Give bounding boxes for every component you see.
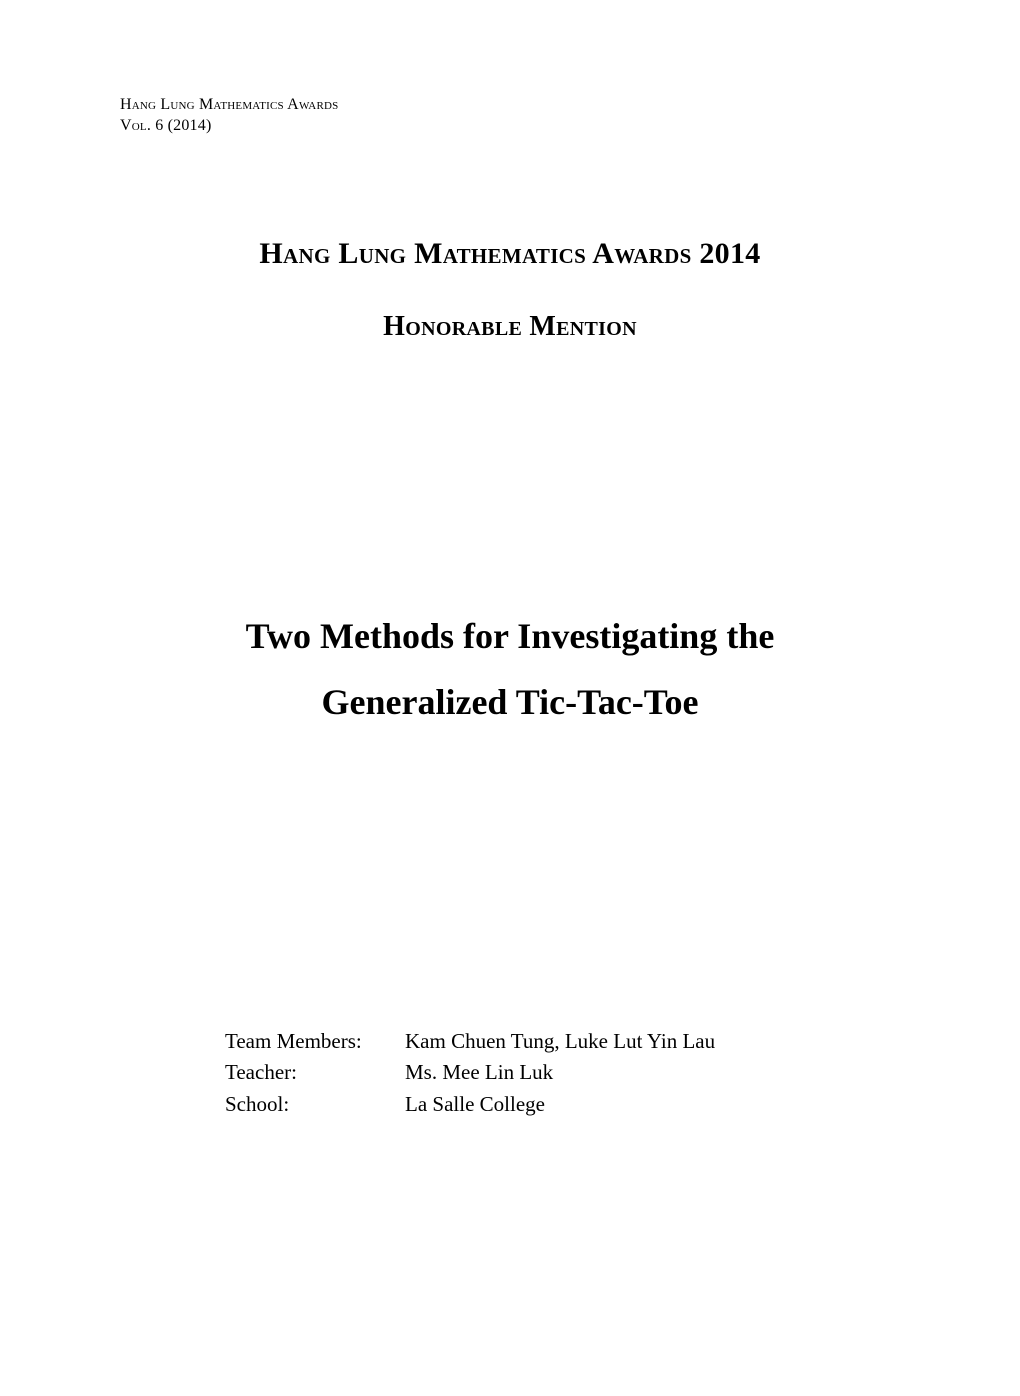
school-label: School: [225, 1089, 405, 1121]
credit-row-school: School: La Salle College [225, 1089, 900, 1121]
teacher-label: Teacher: [225, 1057, 405, 1089]
school-value: La Salle College [405, 1089, 900, 1121]
volume-info: Vol. 6 (2014) [120, 116, 900, 137]
team-members-value: Kam Chuen Tung, Luke Lut Yin Lau [405, 1026, 900, 1058]
award-subheading: Honorable Mention [120, 311, 900, 343]
credits: Team Members: Kam Chuen Tung, Luke Lut Y… [225, 1026, 900, 1121]
paper-title: Two Methods for Investigating the Genera… [120, 603, 900, 736]
credit-row-teacher: Teacher: Ms. Mee Lin Luk [225, 1057, 900, 1089]
journal-name: Hang Lung Mathematics Awards [120, 95, 900, 116]
paper-title-line-2: Generalized Tic-Tac-Toe [120, 669, 900, 736]
credit-row-team-members: Team Members: Kam Chuen Tung, Luke Lut Y… [225, 1026, 900, 1058]
award-heading: Hang Lung Mathematics Awards 2014 [120, 237, 900, 271]
team-members-label: Team Members: [225, 1026, 405, 1058]
page: Hang Lung Mathematics Awards Vol. 6 (201… [0, 0, 1020, 1396]
paper-title-line-1: Two Methods for Investigating the [120, 603, 900, 670]
teacher-value: Ms. Mee Lin Luk [405, 1057, 900, 1089]
running-header: Hang Lung Mathematics Awards Vol. 6 (201… [120, 95, 900, 137]
